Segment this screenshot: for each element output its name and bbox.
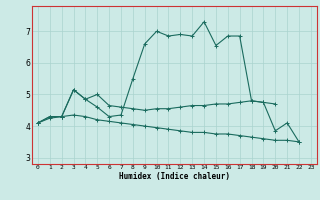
X-axis label: Humidex (Indice chaleur): Humidex (Indice chaleur): [119, 172, 230, 181]
